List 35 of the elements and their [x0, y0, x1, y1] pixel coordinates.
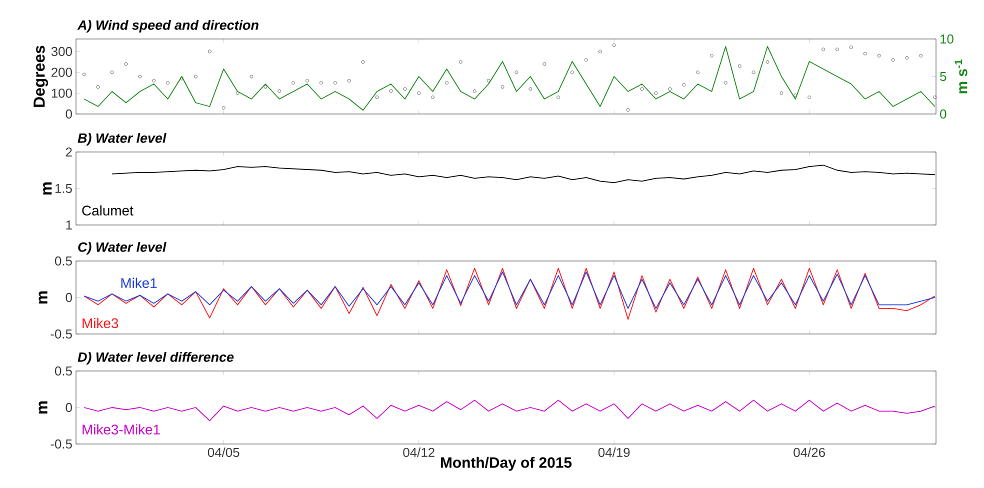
- y-tick-label: 0.5: [54, 366, 72, 376]
- y-tick-label: 1.5: [55, 184, 72, 194]
- y2-tick-label: 5: [940, 72, 946, 82]
- chart-title: C) Water level: [78, 242, 166, 255]
- y-tick-label: 2: [66, 147, 72, 157]
- y2-tick-label: 10: [940, 34, 954, 44]
- y-tick-label: 0.5: [54, 256, 72, 266]
- y-axis-title: m: [38, 291, 48, 304]
- y-tick-label: 1: [66, 220, 72, 230]
- y2-axis-title: m s$^{-1}$: [954, 60, 968, 94]
- y-tick-label: -0.5: [50, 439, 72, 449]
- y-tick-label: 0: [66, 109, 72, 119]
- series-label: Mike3-Mike1: [82, 424, 160, 435]
- chart-title: B) Water level: [78, 132, 166, 146]
- x-tick-label: 04/12: [403, 448, 434, 458]
- y-axis-title: m: [43, 182, 52, 195]
- y2-tick-label: 0: [940, 109, 946, 119]
- series-label: Mike3: [82, 318, 118, 328]
- line-series: [84, 400, 936, 422]
- y-tick-label: 100: [52, 88, 72, 98]
- x-tick-label: 04/05: [208, 448, 240, 458]
- y-axis-title: Degrees: [34, 46, 48, 107]
- y-tick-label: 300: [51, 46, 72, 56]
- x-tick-label: 04/26: [794, 448, 825, 458]
- y-tick-label: -0.5: [50, 329, 72, 339]
- chart-title: A) Wind speed and direction: [77, 20, 258, 33]
- y-axis-title: m: [38, 401, 48, 414]
- text: Calumet: [82, 205, 134, 216]
- series-label: Mike1: [121, 278, 157, 288]
- y-tick-label: 200: [52, 68, 72, 77]
- y-tick-label: 0: [66, 292, 72, 302]
- chart-title: D) Water level difference: [78, 352, 234, 365]
- x-tick-label: 04/19: [598, 448, 630, 458]
- x-axis-title: Month/Day of 2015: [440, 456, 572, 471]
- y-tick-label: 0: [66, 402, 72, 412]
